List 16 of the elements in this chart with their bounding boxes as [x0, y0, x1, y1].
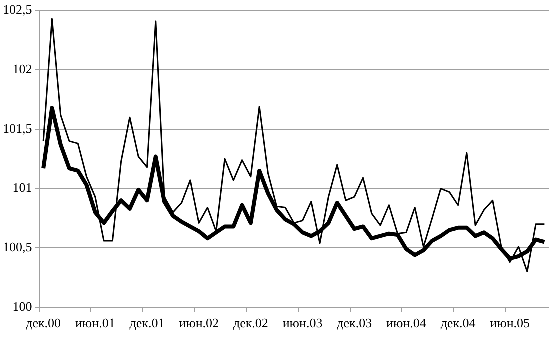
- y-tick-label: 102,5: [3, 2, 32, 18]
- y-tick-label: 101,5: [3, 120, 32, 136]
- x-tick-label: июн.05: [490, 316, 530, 331]
- x-tick-label: июн.02: [179, 316, 220, 331]
- x-tick-label: июн.01: [75, 316, 116, 331]
- x-tick-label: дек.02: [233, 316, 268, 331]
- y-tick-label: 100: [12, 298, 32, 314]
- y-tick-label: 101: [12, 180, 32, 196]
- x-tick-label: июн.04: [386, 316, 427, 331]
- x-tick-label: дек.03: [337, 316, 372, 331]
- x-tick-label: дек.01: [130, 316, 165, 331]
- x-tick-label: дек.04: [440, 316, 476, 331]
- y-tick-label: 100,5: [3, 240, 32, 254]
- y-tick-label: 102: [12, 62, 32, 77]
- x-tick-label: дек.00: [26, 316, 62, 331]
- x-tick-label: июн.03: [282, 316, 323, 331]
